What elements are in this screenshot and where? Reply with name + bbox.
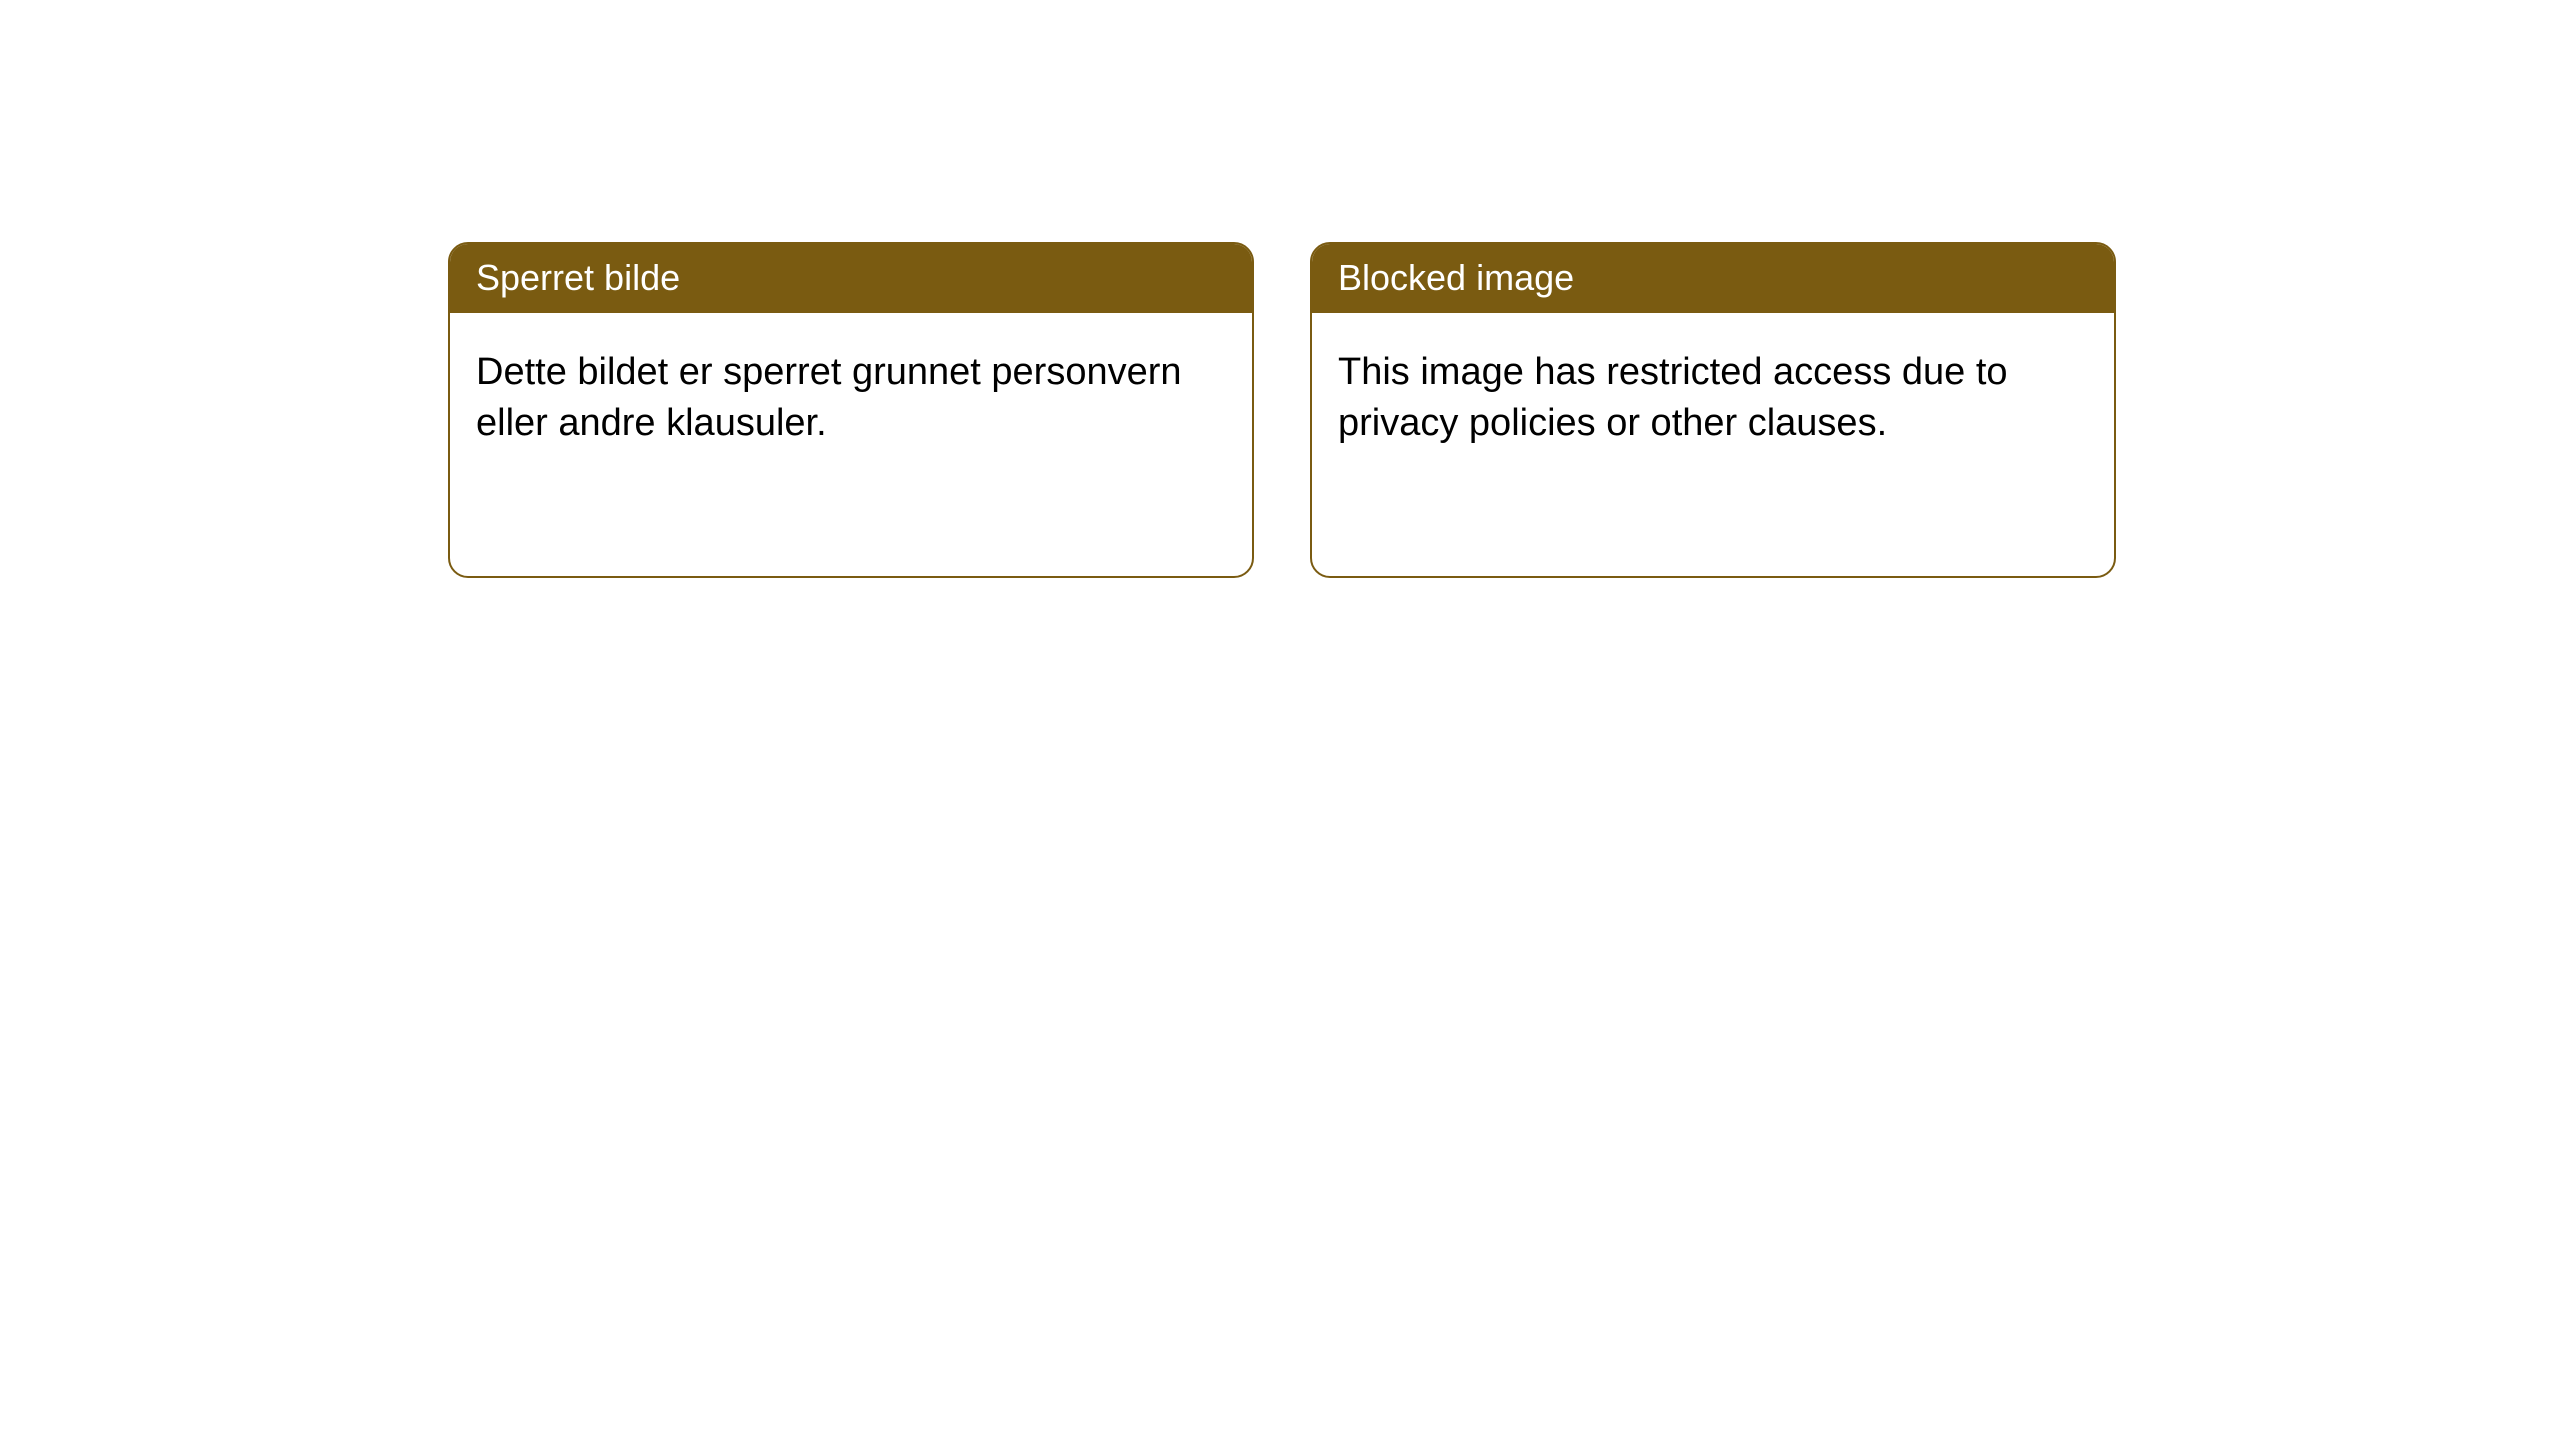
- card-header: Sperret bilde: [450, 244, 1252, 313]
- card-header: Blocked image: [1312, 244, 2114, 313]
- blocked-image-card-english: Blocked image This image has restricted …: [1310, 242, 2116, 578]
- notice-container: Sperret bilde Dette bildet er sperret gr…: [0, 0, 2560, 578]
- card-body: Dette bildet er sperret grunnet personve…: [450, 313, 1252, 476]
- blocked-image-card-norwegian: Sperret bilde Dette bildet er sperret gr…: [448, 242, 1254, 578]
- card-body: This image has restricted access due to …: [1312, 313, 2114, 476]
